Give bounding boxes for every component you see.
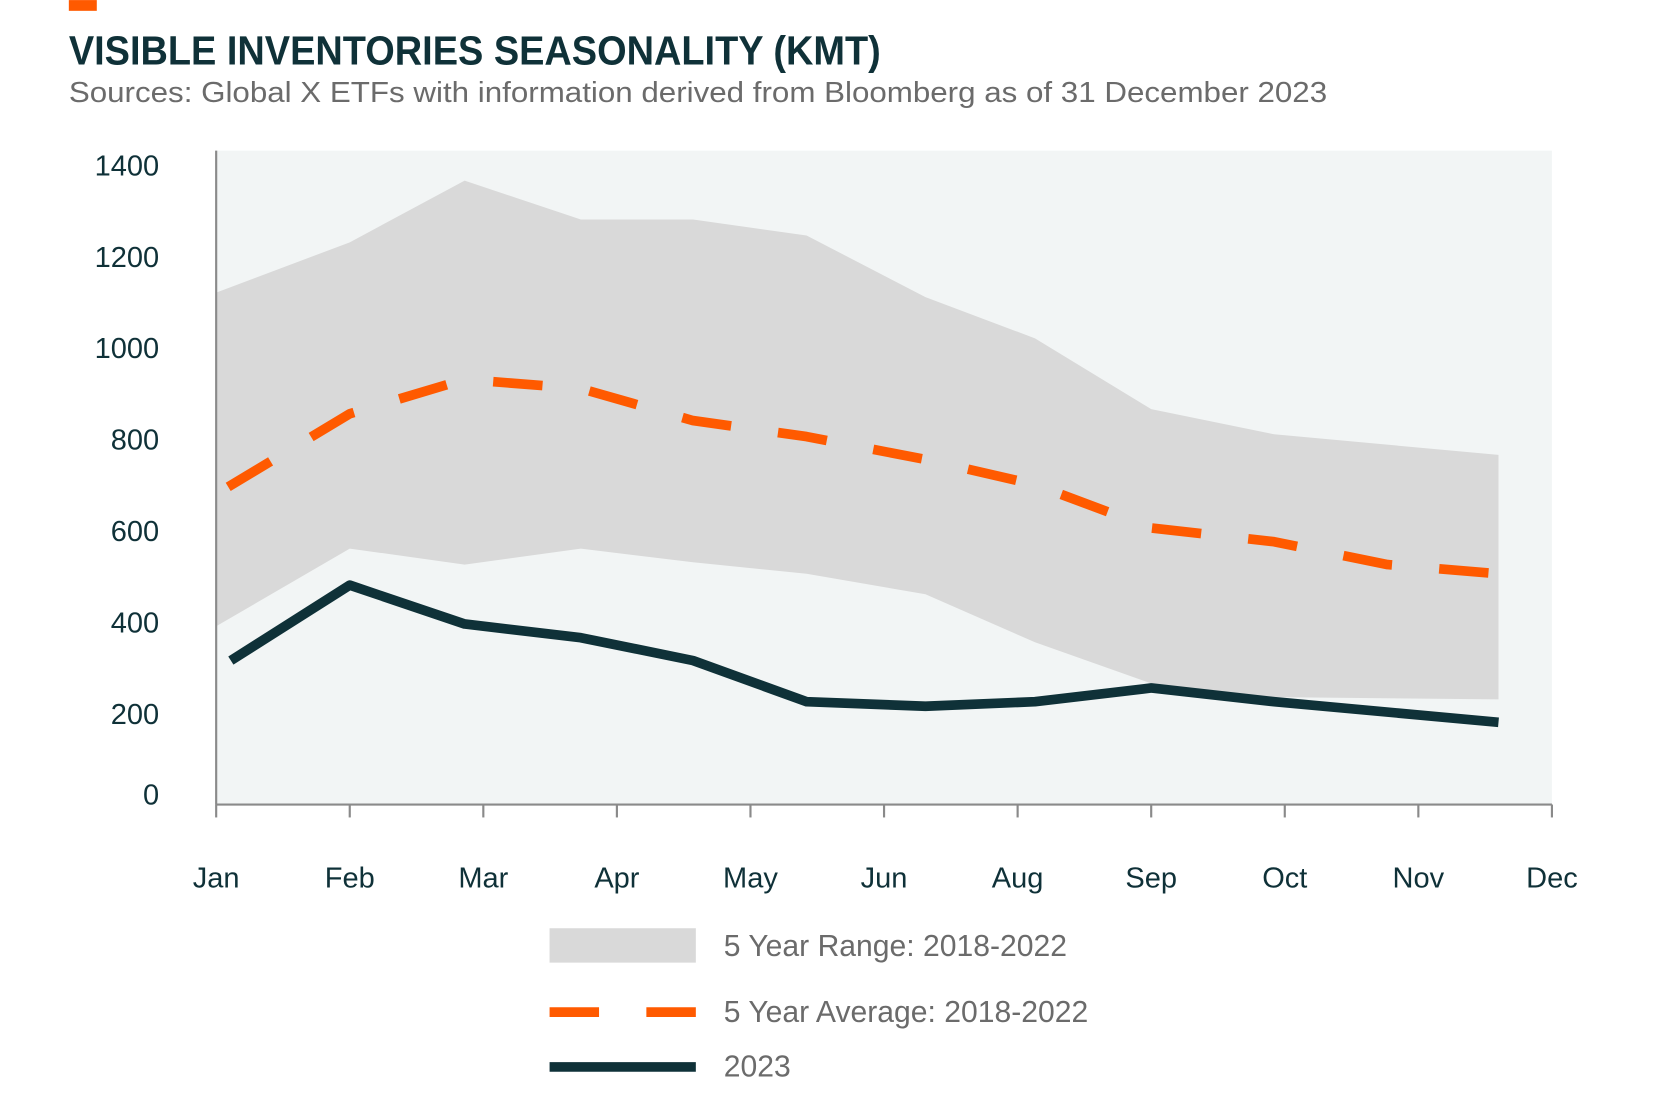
average-line bbox=[225, 374, 1499, 579]
legend-swatch-range bbox=[549, 928, 696, 963]
range-band-area bbox=[216, 180, 1499, 700]
x-tick-label: Nov bbox=[1393, 862, 1445, 894]
line-2023 bbox=[228, 580, 1499, 728]
x-tick-label: Jan bbox=[193, 862, 240, 894]
legend-label-range: 5 Year Range: 2018-2022 bbox=[724, 930, 1067, 963]
chart-subtitle: Sources: Global X ETFs with information … bbox=[69, 77, 1327, 109]
x-tick-label: Sep bbox=[1125, 862, 1177, 894]
x-tick-label: Mar bbox=[458, 862, 508, 894]
chart-title: VISIBLE INVENTORIES SEASONALITY (KMT) bbox=[69, 28, 881, 74]
legend-label-2023: 2023 bbox=[724, 1051, 791, 1084]
x-tick-label: May bbox=[723, 862, 778, 894]
y-tick-label: 1200 bbox=[95, 242, 160, 274]
legend: 5 Year Range: 2018-2022 5 Year Average: … bbox=[549, 928, 1088, 1084]
y-tick-label: 400 bbox=[111, 607, 159, 639]
legend-label-average: 5 Year Average: 2018-2022 bbox=[724, 996, 1088, 1029]
x-tick-label: Feb bbox=[325, 862, 375, 894]
y-tick-label: 200 bbox=[111, 699, 159, 731]
y-tick-label: 0 bbox=[143, 780, 159, 812]
x-tick-label: Oct bbox=[1262, 862, 1307, 894]
y-tick-label: 800 bbox=[111, 425, 159, 457]
x-tick-label: Jun bbox=[861, 862, 908, 894]
y-tick-label: 1000 bbox=[95, 333, 160, 365]
accent-mark bbox=[68, 0, 97, 11]
y-tick-label: 1400 bbox=[95, 150, 160, 182]
x-tick-label: Apr bbox=[594, 862, 639, 894]
x-tick-label: Aug bbox=[992, 862, 1044, 894]
x-tick-label: Dec bbox=[1526, 862, 1578, 894]
y-tick-label: 600 bbox=[111, 516, 159, 548]
